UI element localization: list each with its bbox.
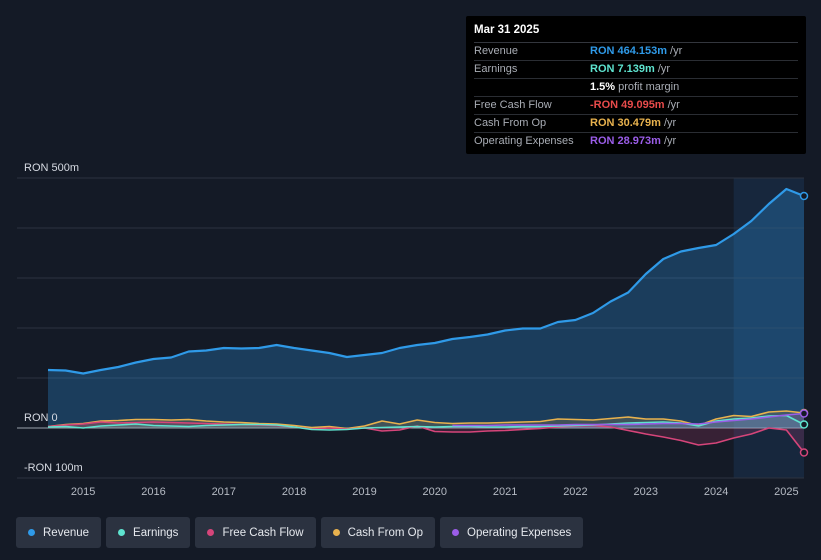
legend-label: Revenue (43, 526, 90, 539)
tooltip-label: Cash From Op (474, 117, 547, 129)
revenue-end-marker (799, 191, 809, 201)
x-tick-label: 2016 (141, 486, 165, 498)
operating-expenses-area (452, 413, 804, 428)
x-tick-label: 2025 (774, 486, 798, 498)
revenue-area (48, 189, 804, 428)
free-cash-flow-end-marker (799, 448, 809, 457)
cash-from-op-line (47, 410, 805, 430)
operating-expenses-line (452, 412, 805, 427)
tooltip-label: Free Cash Flow (474, 99, 552, 111)
x-tick-label: 2017 (212, 486, 236, 498)
y-tick-label: RON 0 (24, 412, 58, 424)
tooltip-label: Earnings (474, 63, 518, 75)
revenue-line (47, 187, 805, 375)
operating-expenses-end-marker (799, 409, 809, 418)
tooltip-row-revenue: Revenue RON 464.153m /yr (474, 43, 798, 61)
data-tooltip: Mar 31 2025 Revenue RON 464.153m /yr Ear… (466, 16, 806, 154)
earnings-end-marker (799, 420, 809, 429)
tooltip-unit: profit margin (618, 81, 680, 93)
x-tick-label: 2019 (352, 486, 376, 498)
tooltip-label: Revenue (474, 45, 519, 57)
legend-label: Free Cash Flow (222, 526, 304, 539)
legend-item-free-cash-flow[interactable]: Free Cash Flow (195, 517, 316, 548)
tooltip-unit: /yr (657, 63, 671, 75)
tooltip-row-cash-from-op: Cash From Op RON 30.479m /yr (474, 115, 798, 133)
free-cash-flow-dot-icon (207, 529, 215, 536)
tooltip-value: RON 30.479m (590, 117, 661, 129)
x-tick-label: 2021 (493, 486, 517, 498)
tooltip-row-free-cash-flow: Free Cash Flow -RON 49.095m /yr (474, 97, 798, 115)
tooltip-label: Operating Expenses (474, 135, 574, 147)
revenue-dot-icon (28, 529, 35, 536)
y-axis-labels: RON 500m RON 0 -RON 100m (24, 162, 83, 474)
x-tick-label: 2023 (634, 486, 658, 498)
tooltip-unit: /yr (667, 99, 680, 111)
series-areas (48, 189, 804, 453)
x-tick-label: 2020 (423, 486, 447, 498)
tooltip-row-earnings: Earnings RON 7.139m /yr (474, 61, 798, 79)
legend-item-cash-from-op[interactable]: Cash From Op (320, 517, 436, 548)
y-tick-label: -RON 100m (24, 462, 83, 474)
free-cash-flow-line (47, 421, 805, 453)
tooltip-value: 1.5% (590, 81, 616, 93)
earnings-area (48, 415, 804, 430)
tooltip-unit: /yr (670, 45, 683, 57)
tooltip-value: RON 464.153m (590, 45, 668, 57)
legend-item-revenue[interactable]: Revenue (16, 517, 102, 548)
end-markers (799, 191, 809, 457)
x-tick-label: 2024 (704, 486, 728, 498)
x-tick-label: 2015 (71, 486, 95, 498)
legend-item-operating-expenses[interactable]: Operating Expenses (440, 517, 584, 548)
tooltip-value: -RON 49.095m (590, 99, 665, 111)
tooltip-row-profit-margin: 1.5% profit margin (474, 79, 798, 97)
x-tick-label: 2022 (563, 486, 587, 498)
x-tick-label: 2018 (282, 486, 306, 498)
operating-expenses-dot-icon (452, 529, 460, 536)
tooltip-row-operating-expenses: Operating Expenses RON 28.973m /yr (474, 133, 798, 150)
tooltip-value: RON 28.973m (590, 135, 661, 147)
tooltip-date: Mar 31 2025 (474, 24, 798, 43)
cash-from-op-dot-icon (332, 529, 340, 536)
legend-item-earnings[interactable]: Earnings (106, 517, 191, 548)
legend-label: Earnings (133, 526, 179, 539)
tooltip-value: RON 7.139m (590, 63, 655, 75)
tooltip-unit: /yr (663, 135, 677, 147)
tooltip-unit: /yr (663, 117, 677, 129)
legend-label: Operating Expenses (467, 526, 572, 539)
series-lines (47, 187, 805, 453)
earnings-dot-icon (118, 529, 126, 536)
y-tick-label: RON 500m (24, 162, 79, 174)
legend-label: Cash From Op (347, 526, 424, 539)
chart-legend: Revenue Earnings Free Cash Flow Cash Fro… (16, 517, 584, 548)
x-axis-labels: 2015 2016 2017 2018 2019 2020 2021 2022 2023 2024… (71, 486, 799, 498)
tooltip-label (474, 79, 590, 96)
